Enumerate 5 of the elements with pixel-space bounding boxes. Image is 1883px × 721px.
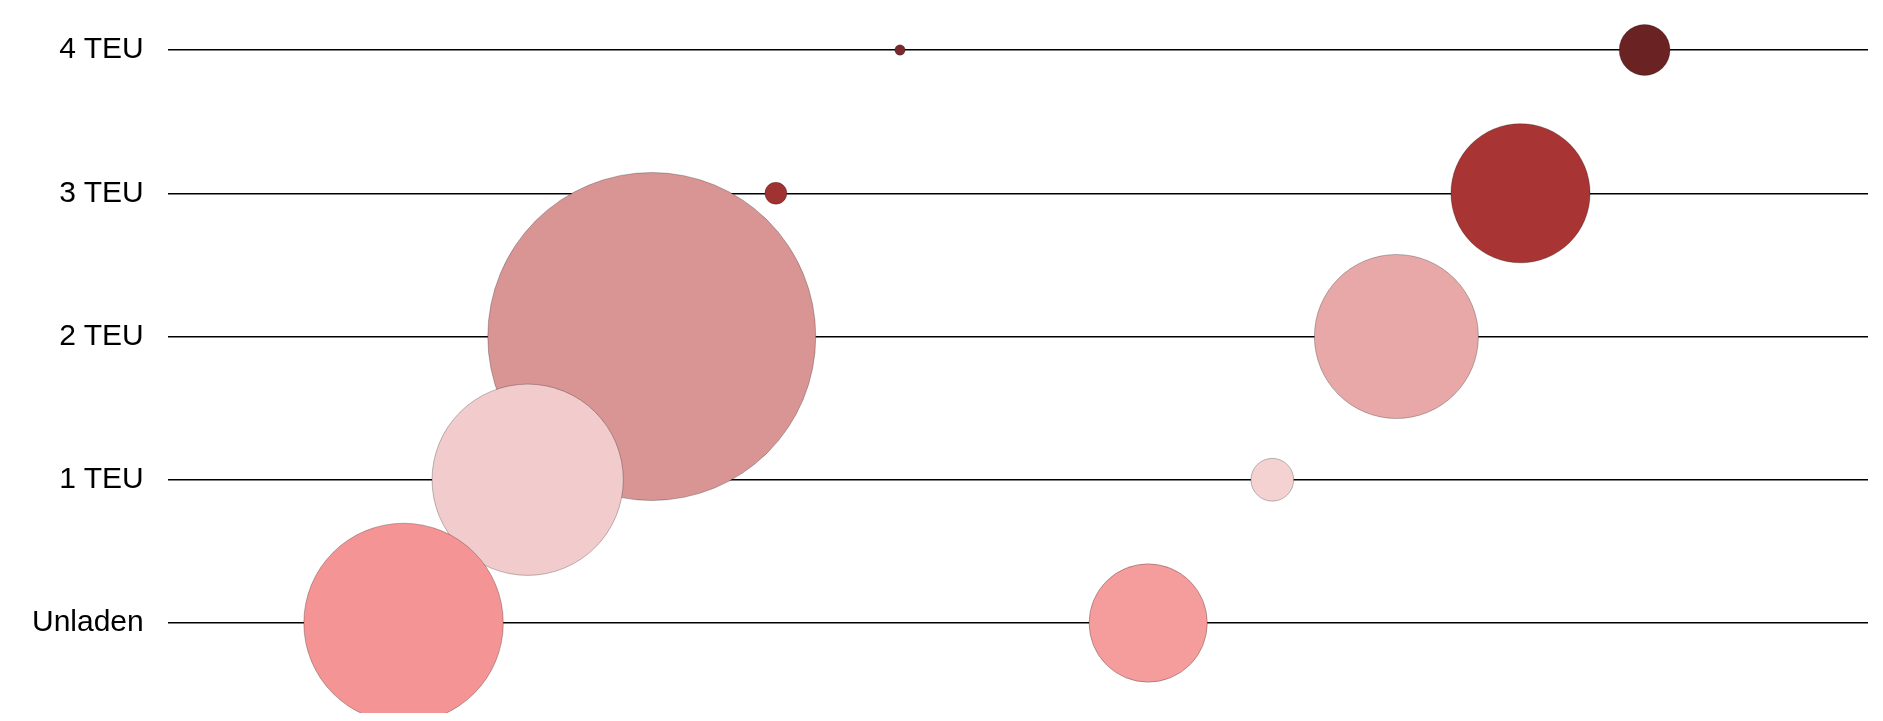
y-tick-label: 2 TEU — [59, 317, 144, 351]
y-tick-label: 4 TEU — [59, 31, 144, 65]
y-tick-label: 1 TEU — [59, 461, 144, 495]
y-tick-label: 3 TEU — [59, 174, 144, 208]
y-tick-label: Unladen — [31, 604, 144, 638]
